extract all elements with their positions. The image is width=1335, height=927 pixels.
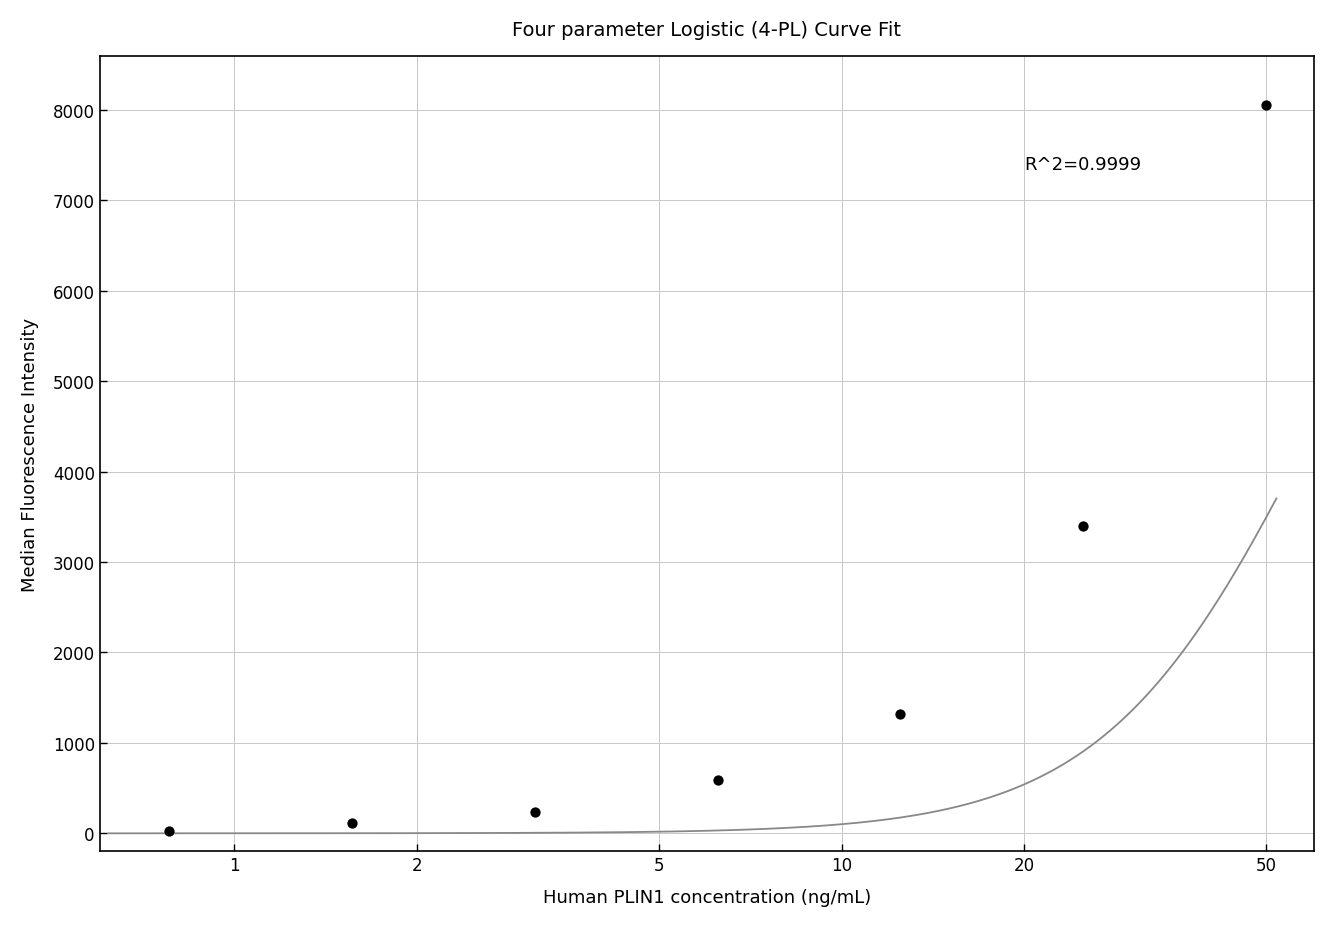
Title: Four parameter Logistic (4-PL) Curve Fit: Four parameter Logistic (4-PL) Curve Fit [513,20,901,40]
Text: R^2=0.9999: R^2=0.9999 [1024,156,1141,174]
Point [890,706,912,721]
X-axis label: Human PLIN1 concentration (ng/mL): Human PLIN1 concentration (ng/mL) [543,888,870,907]
Point [525,805,546,819]
Point [1072,519,1093,534]
Point [708,773,729,788]
Point [342,816,363,831]
Point [159,823,180,838]
Y-axis label: Median Fluorescence Intensity: Median Fluorescence Intensity [21,317,39,591]
Point [1255,99,1276,114]
